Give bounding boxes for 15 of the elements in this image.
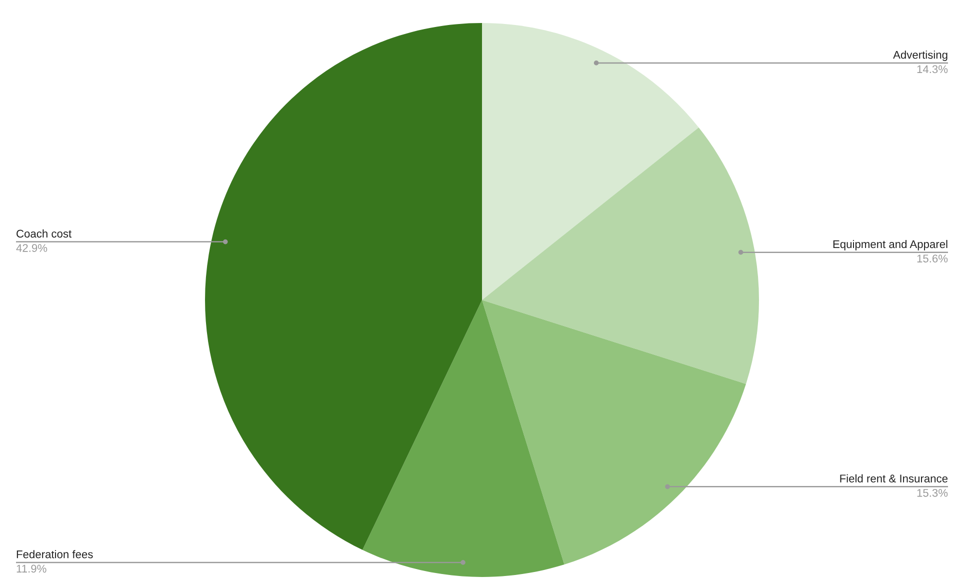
slice-label: Advertising bbox=[893, 50, 948, 61]
pie-slice bbox=[482, 127, 759, 384]
slice-label: Federation fees bbox=[16, 550, 93, 558]
data-label: 42.9% bbox=[16, 244, 48, 252]
data-label: 11.9% bbox=[16, 564, 46, 573]
slice-label: Field rent & Insurance bbox=[840, 474, 948, 482]
slice-label: Equipment and Apparel bbox=[833, 240, 948, 250]
pie-slice bbox=[362, 300, 564, 577]
slice-label: Coach cost bbox=[16, 229, 72, 238]
pie-slice bbox=[205, 23, 482, 550]
pie-slice bbox=[482, 23, 699, 300]
data-label: 15.3% bbox=[917, 488, 948, 497]
pie-slice bbox=[482, 300, 746, 564]
data-label: 14.3% bbox=[917, 65, 948, 74]
data-label: 15.6% bbox=[917, 254, 948, 262]
